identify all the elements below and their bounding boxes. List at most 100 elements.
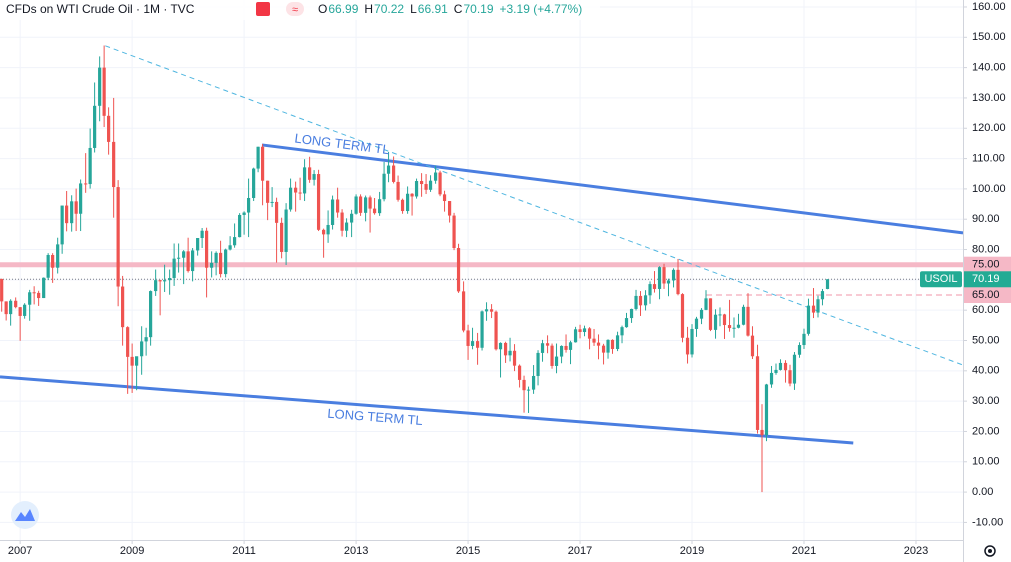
candle-body (98, 67, 102, 106)
candle-body (620, 327, 624, 336)
candle-body (107, 115, 111, 142)
market-icon[interactable] (256, 2, 270, 16)
candle-body (312, 174, 316, 180)
y-tick-label: 140.00 (972, 62, 1006, 74)
candle-body (70, 201, 74, 224)
settings-icon[interactable] (984, 545, 996, 557)
logo-circle[interactable] (11, 501, 39, 529)
compare-glyph: ≈ (292, 4, 298, 16)
y-tick-label: -10.00 (972, 516, 1003, 528)
candle-body (270, 201, 274, 203)
candle-body (88, 147, 92, 185)
candle-body (811, 305, 816, 313)
candle-body (713, 314, 718, 330)
candle-body (419, 181, 424, 185)
candle-body (340, 212, 344, 231)
ohlc-value: 66.99 (328, 2, 358, 16)
candle-body (615, 335, 620, 349)
candle-body (606, 339, 610, 353)
candle-body (149, 291, 153, 338)
ohlc-key: O (318, 2, 327, 16)
candle-body (196, 238, 200, 251)
candle-body (587, 328, 592, 339)
candle-body (102, 67, 106, 116)
ohlc-change: +3.19 (+4.77%) (500, 2, 583, 16)
candle-body (531, 375, 536, 390)
candle-body (224, 249, 228, 275)
candle-body (23, 304, 27, 316)
candle-body (816, 299, 820, 313)
candle-body (638, 295, 643, 306)
candle-body (578, 329, 582, 333)
candle-body (512, 350, 517, 366)
candle-body (573, 329, 578, 343)
candle-body (484, 309, 489, 312)
candle-body (140, 341, 144, 357)
axes: -10.00 0.00 10.00 20.00 30.00 40.00 50.00 60.00… (8, 1, 1011, 557)
x-tick-label: 2009 (120, 545, 144, 557)
candle-body (433, 172, 438, 181)
candle-body (648, 284, 652, 296)
candle-body (727, 325, 732, 329)
candle-body (396, 181, 400, 200)
candle-body (0, 278, 4, 302)
last-price: 70.19 (972, 273, 1000, 285)
header: CFDs on WTI Crude Oil · 1M · TVC ≈ O 66.9… (0, 0, 600, 20)
candle-body (610, 339, 615, 349)
candle-body (788, 370, 792, 384)
ohlc-value: 70.22 (374, 2, 404, 16)
candle-body (288, 187, 293, 210)
trendline-label: LONG TERM TL (327, 406, 423, 428)
candle-body (386, 165, 391, 174)
candle-body (456, 248, 461, 292)
candle-body (144, 337, 148, 342)
candle-body (783, 362, 788, 371)
x-tick-label: 2021 (792, 545, 816, 557)
compare-icon[interactable] (286, 2, 304, 16)
gear[interactable] (984, 545, 996, 557)
y-tick-label: 0.00 (972, 486, 993, 498)
y-tick-label: 110.00 (972, 152, 1005, 164)
candle-body (186, 251, 190, 272)
x-tick-label: 2023 (904, 545, 928, 557)
candle-body (582, 328, 587, 333)
candle-body (690, 328, 694, 355)
symbol-title[interactable]: CFDs on WTI Crude Oil · 1M · TVC (6, 2, 195, 16)
candle-body (308, 167, 312, 180)
trendline (261, 143, 963, 235)
candle-body (503, 342, 508, 356)
candle-body (568, 342, 573, 350)
candle-body (475, 341, 480, 348)
candle-body (554, 356, 559, 366)
level-label: 75.00 (972, 259, 1000, 271)
candle-body (32, 292, 36, 294)
candle-body (662, 267, 666, 284)
candle-body (424, 184, 428, 190)
candle-body (769, 372, 774, 385)
candle-body (4, 301, 8, 315)
candle-body (797, 345, 802, 355)
candle-body (130, 356, 134, 366)
candle-body (350, 213, 354, 223)
candle-body (200, 230, 204, 239)
candle-body (802, 333, 806, 346)
x-tick-label: 2017 (568, 545, 592, 557)
candle-body (820, 291, 825, 300)
candle-body (93, 105, 97, 148)
candle-body (18, 307, 22, 316)
y-tick-label: 150.00 (972, 31, 1006, 43)
ohlc-key: H (364, 2, 373, 16)
symbol-tag-bg (920, 271, 962, 288)
logo[interactable] (11, 501, 39, 529)
candle-body (116, 187, 120, 287)
ohlc-key: L (410, 2, 417, 16)
candle-body (498, 342, 503, 350)
candle-body (60, 205, 64, 245)
candle-body (564, 345, 568, 350)
level-label: 65.00 (972, 289, 1000, 301)
candle-body (671, 269, 676, 281)
candle-body (517, 365, 522, 380)
candle-body (256, 146, 260, 169)
candle-body (336, 199, 340, 213)
